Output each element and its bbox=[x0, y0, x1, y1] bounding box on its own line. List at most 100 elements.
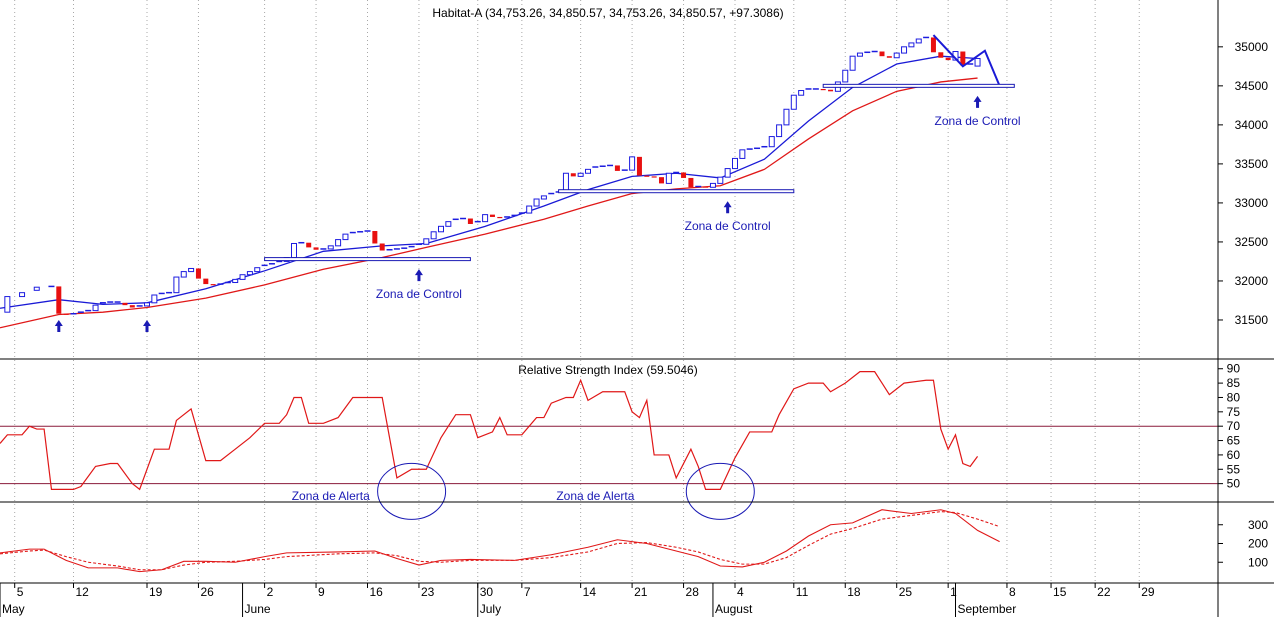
x-tick-label: 8 bbox=[1009, 585, 1016, 599]
candle-up bbox=[327, 245, 334, 250]
month-label: August bbox=[715, 602, 753, 616]
control-zone-line bbox=[264, 257, 471, 262]
candle-down bbox=[688, 177, 694, 188]
candle-up bbox=[908, 42, 915, 48]
x-tick-label: 2 bbox=[267, 585, 274, 599]
moving-average-slow-line bbox=[0, 77, 978, 329]
x-tick-label: 15 bbox=[1053, 585, 1067, 599]
price-y-tick-label: 33000 bbox=[1235, 196, 1269, 210]
candle-up bbox=[430, 231, 437, 240]
candle-up bbox=[849, 55, 856, 71]
candle-up bbox=[342, 233, 349, 241]
alert-zone-label: Zona de Alerta bbox=[556, 489, 634, 503]
x-tick-label: 22 bbox=[1097, 585, 1111, 599]
control-zone-line bbox=[558, 189, 795, 194]
rsi-y-tick-label: 60 bbox=[1227, 448, 1241, 462]
candle-up bbox=[254, 267, 261, 273]
candle-down bbox=[703, 186, 709, 188]
indicator-signal-line bbox=[0, 511, 1000, 571]
candle-up bbox=[732, 157, 738, 170]
price-y-tick-label: 34500 bbox=[1235, 79, 1269, 93]
candle-down bbox=[570, 173, 576, 177]
x-axis: 5 12 19 26 2 9 16 23 30 7 14 21 28 4 11 18 25 1 8 15 22 29May… bbox=[0, 583, 1155, 617]
candle-up bbox=[533, 198, 540, 207]
x-tick-label: 12 bbox=[76, 585, 90, 599]
moving-average-fast-line bbox=[0, 55, 978, 309]
price-y-tick-label: 35000 bbox=[1235, 40, 1269, 54]
rsi-panel: Relative Strength Index (59.5046) Zona de… bbox=[0, 362, 1240, 520]
candle-up bbox=[445, 221, 452, 227]
candle-down bbox=[56, 286, 62, 314]
candle-up bbox=[842, 69, 849, 83]
candle-up bbox=[92, 304, 99, 312]
candle-down bbox=[960, 51, 966, 66]
x-tick-label: 9 bbox=[318, 585, 325, 599]
candle-down bbox=[614, 165, 620, 171]
candle-down bbox=[886, 56, 892, 58]
candle-down bbox=[195, 268, 201, 279]
candle-down bbox=[681, 172, 687, 178]
price-y-tick-label: 31500 bbox=[1235, 313, 1269, 327]
rsi-line bbox=[0, 371, 979, 491]
x-tick-label: 21 bbox=[634, 585, 648, 599]
month-label: May bbox=[2, 602, 25, 616]
candle-up bbox=[144, 302, 150, 307]
x-tick-label: 26 bbox=[200, 585, 214, 599]
indicator-y-tick-label: 100 bbox=[1248, 555, 1268, 569]
candle-down bbox=[497, 216, 503, 219]
candle-up bbox=[915, 38, 922, 44]
candle-up bbox=[19, 292, 26, 298]
month-label: September bbox=[958, 602, 1017, 616]
indicator-main-line bbox=[0, 509, 1000, 573]
candle-up bbox=[562, 172, 569, 193]
candle-up bbox=[893, 52, 900, 59]
candle-down bbox=[210, 284, 216, 286]
rsi-y-tick-label: 50 bbox=[1227, 477, 1241, 491]
candle-up bbox=[717, 176, 724, 184]
support-arrow-icon bbox=[143, 319, 151, 332]
candle-up bbox=[239, 274, 246, 280]
candle-down bbox=[828, 89, 834, 92]
candle-up bbox=[173, 276, 180, 294]
x-tick-label: 30 bbox=[480, 585, 494, 599]
candle-up bbox=[577, 172, 584, 177]
candle-up bbox=[540, 195, 547, 200]
price-y-tick-label: 34000 bbox=[1235, 118, 1269, 132]
candle-up bbox=[776, 124, 783, 138]
candle-up bbox=[423, 238, 430, 245]
control-zone-arrow-icon bbox=[973, 95, 982, 108]
candle-up bbox=[901, 46, 908, 54]
candle-down bbox=[306, 242, 312, 248]
rsi-y-tick-label: 90 bbox=[1227, 362, 1241, 376]
x-tick-label: 29 bbox=[1141, 585, 1155, 599]
x-tick-label: 4 bbox=[737, 585, 744, 599]
x-tick-label: 23 bbox=[421, 585, 435, 599]
candle-up bbox=[33, 286, 40, 291]
trend-line bbox=[932, 34, 1001, 87]
candle-down bbox=[930, 37, 936, 53]
x-tick-label: 25 bbox=[899, 585, 913, 599]
candle-up bbox=[151, 294, 158, 304]
candle-up bbox=[739, 149, 746, 159]
price-panel: Habitat-A (34,753.26, 34,850.57, 34,753.… bbox=[0, 6, 1268, 332]
candle-down bbox=[489, 214, 495, 217]
candle-up bbox=[585, 168, 591, 174]
candle-up bbox=[790, 94, 797, 110]
indicator-y-tick-label: 200 bbox=[1248, 537, 1268, 551]
candle-up bbox=[188, 267, 195, 273]
rsi-y-tick-label: 65 bbox=[1227, 434, 1241, 448]
candle-down bbox=[372, 231, 378, 244]
x-tick-label: 19 bbox=[149, 585, 163, 599]
candle-up bbox=[768, 136, 775, 148]
candle-up bbox=[724, 168, 731, 178]
candle-down bbox=[203, 278, 209, 285]
candle-down bbox=[313, 247, 319, 250]
x-tick-label: 7 bbox=[524, 585, 531, 599]
candle-down bbox=[820, 88, 826, 91]
candle-down bbox=[938, 52, 944, 58]
x-tick-label: 18 bbox=[847, 585, 861, 599]
x-tick-label: 11 bbox=[796, 585, 809, 599]
candle-up bbox=[526, 205, 533, 214]
